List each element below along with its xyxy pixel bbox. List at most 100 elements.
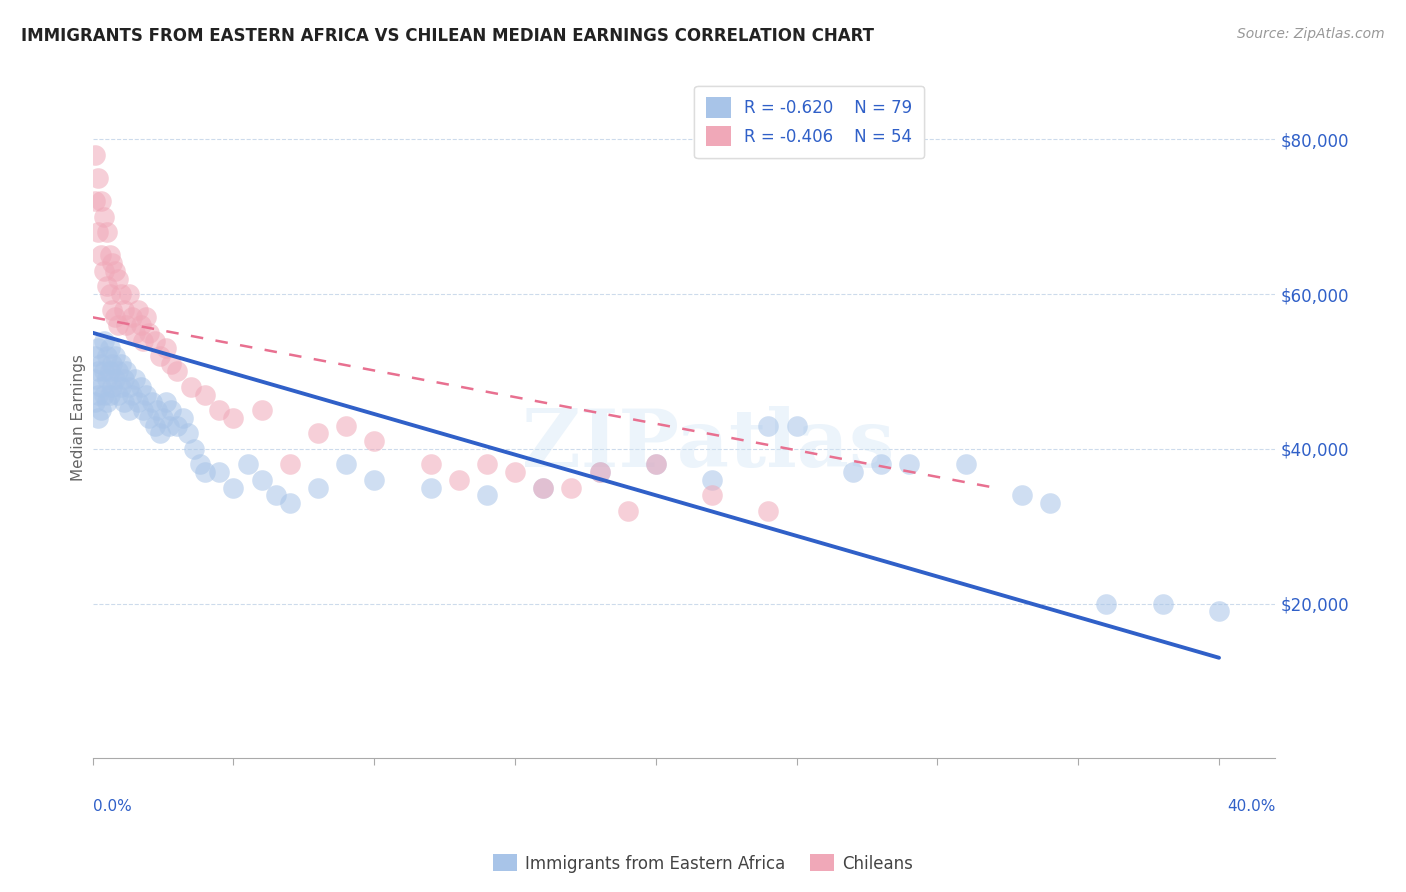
Point [166, 364, 188, 378]
Point [104, 349, 127, 363]
Point [475, 488, 498, 502]
Point [84, 194, 107, 209]
Point [93, 210, 115, 224]
Point [87, 171, 110, 186]
Point [127, 395, 149, 409]
Point [172, 410, 194, 425]
Point [112, 302, 135, 317]
Point [93, 264, 115, 278]
Point [124, 326, 146, 340]
Point [503, 465, 526, 479]
Point [1011, 488, 1033, 502]
Point [955, 458, 977, 472]
Point [335, 458, 357, 472]
Point [101, 302, 124, 317]
Legend: R = -0.620    N = 79, R = -0.406    N = 54: R = -0.620 N = 79, R = -0.406 N = 54 [695, 86, 924, 158]
Point [160, 357, 183, 371]
Point [84, 148, 107, 162]
Point [758, 504, 780, 518]
Point [93, 334, 115, 348]
Point [758, 418, 780, 433]
Point [118, 380, 141, 394]
Point [132, 403, 155, 417]
Point [141, 395, 163, 409]
Point [588, 465, 610, 479]
Point [98, 364, 121, 378]
Point [87, 387, 110, 401]
Legend: Immigrants from Eastern Africa, Chileans: Immigrants from Eastern Africa, Chileans [486, 847, 920, 880]
Point [702, 473, 724, 487]
Point [101, 357, 124, 371]
Point [188, 458, 211, 472]
Point [87, 225, 110, 239]
Point [146, 403, 169, 417]
Point [135, 387, 157, 401]
Point [222, 481, 245, 495]
Point [155, 395, 177, 409]
Point [842, 465, 865, 479]
Point [335, 418, 357, 433]
Point [138, 410, 160, 425]
Point [419, 481, 441, 495]
Point [90, 357, 112, 371]
Point [177, 426, 200, 441]
Point [149, 426, 172, 441]
Point [98, 387, 121, 401]
Point [115, 318, 138, 332]
Point [107, 387, 129, 401]
Point [96, 349, 118, 363]
Point [87, 364, 110, 378]
Point [107, 364, 129, 378]
Point [138, 326, 160, 340]
Point [87, 341, 110, 355]
Point [104, 372, 127, 386]
Point [616, 504, 638, 518]
Point [870, 458, 893, 472]
Point [98, 287, 121, 301]
Point [112, 372, 135, 386]
Point [110, 380, 132, 394]
Point [101, 256, 124, 270]
Point [278, 458, 301, 472]
Point [644, 458, 666, 472]
Point [560, 481, 582, 495]
Point [118, 403, 141, 417]
Point [363, 434, 385, 449]
Point [96, 225, 118, 239]
Point [264, 488, 287, 502]
Point [96, 279, 118, 293]
Point [208, 403, 231, 417]
Point [194, 387, 217, 401]
Point [90, 380, 112, 394]
Point [115, 364, 138, 378]
Point [121, 387, 143, 401]
Point [90, 403, 112, 417]
Point [93, 364, 115, 378]
Point [87, 410, 110, 425]
Point [194, 465, 217, 479]
Text: IMMIGRANTS FROM EASTERN AFRICA VS CHILEAN MEDIAN EARNINGS CORRELATION CHART: IMMIGRANTS FROM EASTERN AFRICA VS CHILEA… [21, 27, 875, 45]
Point [222, 410, 245, 425]
Point [1039, 496, 1062, 510]
Text: 0.0%: 0.0% [93, 799, 131, 814]
Text: Source: ZipAtlas.com: Source: ZipAtlas.com [1237, 27, 1385, 41]
Point [531, 481, 554, 495]
Point [363, 473, 385, 487]
Point [644, 458, 666, 472]
Text: 40.0%: 40.0% [1227, 799, 1275, 814]
Point [107, 318, 129, 332]
Point [84, 372, 107, 386]
Point [98, 248, 121, 262]
Point [1095, 597, 1118, 611]
Point [155, 341, 177, 355]
Point [129, 380, 152, 394]
Point [1152, 597, 1174, 611]
Point [475, 458, 498, 472]
Point [278, 496, 301, 510]
Point [84, 395, 107, 409]
Point [419, 458, 441, 472]
Point [112, 395, 135, 409]
Point [98, 341, 121, 355]
Point [132, 334, 155, 348]
Point [250, 403, 273, 417]
